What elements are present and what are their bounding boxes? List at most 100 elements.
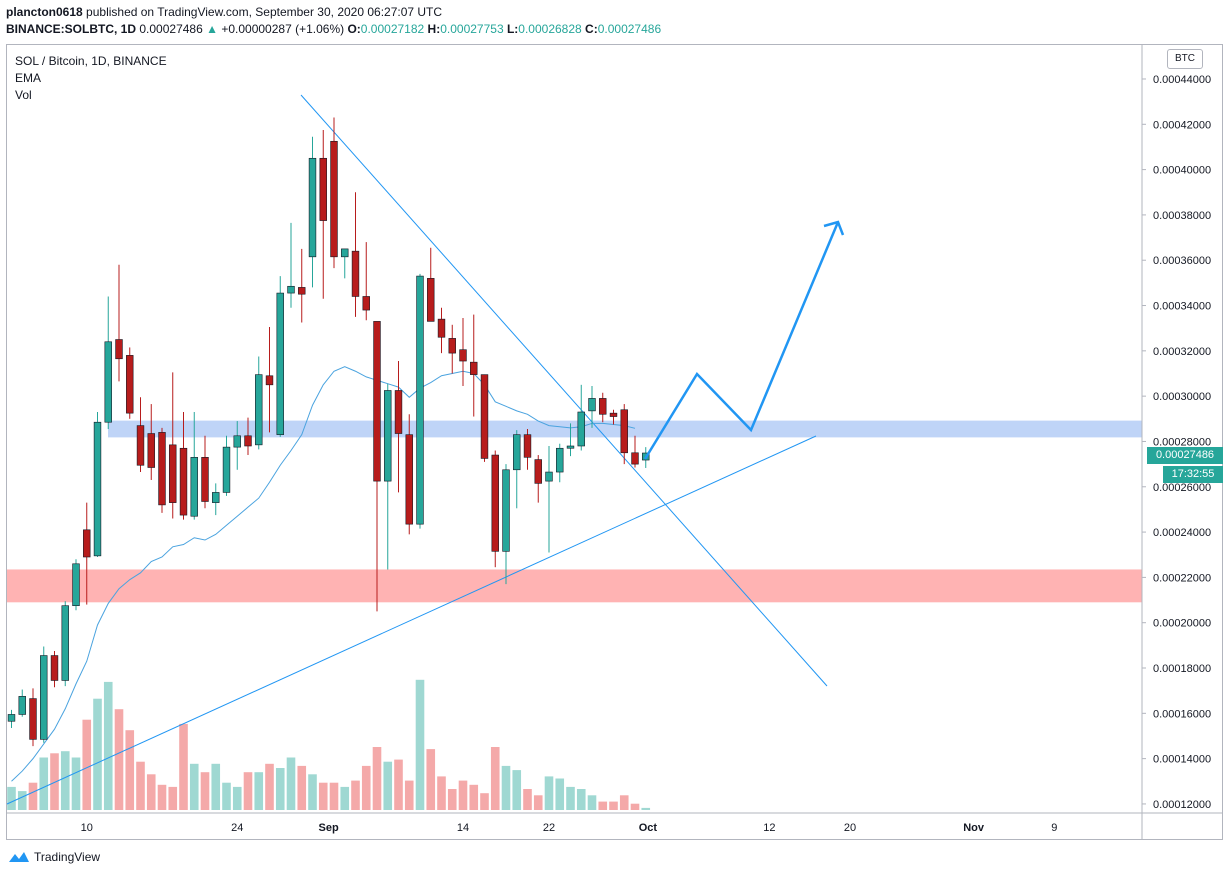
volume-bar [404,780,414,810]
candle-body [298,287,306,295]
volume-bar [17,791,27,810]
volume-bar [211,763,221,810]
candle-body [179,447,188,516]
projection-arrowhead-icon[interactable] [823,220,845,236]
tradingview-logo-icon [9,852,29,862]
candle-body [126,355,134,414]
ohlc-line: BINANCE:SOLBTC, 1D 0.00027486 ▲ +0.00000… [6,22,661,36]
volume-bar [598,801,608,810]
candle-body [265,375,274,386]
candle-body [427,278,435,322]
candle-body [373,321,381,482]
publish-info: published on TradingView.com, September … [86,5,443,19]
volume-bar [39,757,49,810]
volume-bar [566,786,575,810]
volume-bar [544,776,554,810]
legend-title[interactable]: SOL / Bitcoin, 1D, BINANCE [15,54,167,68]
author-name[interactable]: plancton0618 [6,5,83,19]
volume-bar [200,772,210,810]
y-tick-label: 0.00026000 [1153,482,1211,494]
candle-body [308,157,317,258]
candle-body [599,398,607,415]
projection-path[interactable] [643,221,840,460]
low-label: L: [506,22,519,36]
volume-bar [308,774,317,810]
candle-body [136,425,145,466]
candle-body [556,447,564,473]
volume-bar [93,698,102,810]
y-tick-label: 0.00024000 [1153,527,1211,539]
y-tick-label: 0.00036000 [1153,255,1211,267]
tradingview-brand[interactable]: TradingView [8,850,100,864]
volume-bar [265,763,274,810]
volume-bar [501,765,511,810]
volume-bar [136,761,145,810]
legend-ema[interactable]: EMA [15,71,42,85]
descending-trendline[interactable] [300,94,828,687]
volume-bar [50,753,59,810]
y-tick-label: 0.00032000 [1153,346,1211,358]
volume-bar [490,747,500,810]
volume-bar [114,709,124,810]
ascending-trendline[interactable] [6,435,817,805]
volume-bar [103,681,113,810]
ema-line [11,366,636,782]
candle-body [319,157,327,221]
open-value: 0.00027182 [360,22,425,36]
symbol-label: BINANCE:SOLBTC, 1D [6,22,137,36]
y-tick-label: 0.00012000 [1153,799,1211,811]
volume-bar [587,795,597,810]
y-tick-label: 0.00034000 [1153,301,1211,313]
candle-body [351,250,360,297]
candle-body [577,411,585,447]
volume-bar [168,786,178,810]
candle-body [158,432,166,506]
volume-bar [641,807,651,810]
candle-body [104,341,112,423]
x-tick-label: 9 [1051,822,1057,834]
candle-body [394,390,403,434]
y-tick-label: 0.00040000 [1153,165,1211,177]
volume-bar [480,793,489,810]
x-tick-label: 14 [457,822,469,834]
volume-bar [340,786,350,810]
volume-bar [222,782,231,810]
candle-body [470,361,478,375]
candle-body [222,446,231,493]
candle-body [545,471,553,482]
demand-zone[interactable] [7,569,1142,603]
volume-bar [7,786,16,810]
volume-bar [372,747,382,810]
volume-bar [576,789,586,810]
candle-body [341,248,349,258]
close-label: C: [585,22,598,36]
volume-bar [512,770,522,810]
y-tick-label: 0.00014000 [1153,754,1211,766]
legend-volume[interactable]: Vol [15,88,32,102]
candle-body [609,412,618,417]
volume-bar [351,780,360,810]
candle-body [93,421,102,557]
volume-bar [361,765,371,810]
chart-frame [6,44,1223,840]
candle-body [233,435,241,448]
volume-bar [609,801,618,810]
y-tick-label: 0.00044000 [1153,74,1211,86]
open-label: O: [347,22,361,36]
candle-body [190,457,198,517]
y-tick-label: 0.00016000 [1153,708,1211,720]
volume-bar [458,780,468,810]
volume-bar [146,774,156,810]
candle-body [416,275,424,525]
candle-body [212,492,220,503]
volume-bar [82,719,92,810]
volume-bar [469,784,479,810]
candle-body [287,285,295,294]
volume-bar [619,795,629,810]
close-value: 0.00027486 [597,22,662,36]
currency-button[interactable]: BTC [1167,49,1203,69]
high-label: H: [427,22,441,36]
volume-bar [523,789,532,810]
volume-bar [243,772,253,810]
